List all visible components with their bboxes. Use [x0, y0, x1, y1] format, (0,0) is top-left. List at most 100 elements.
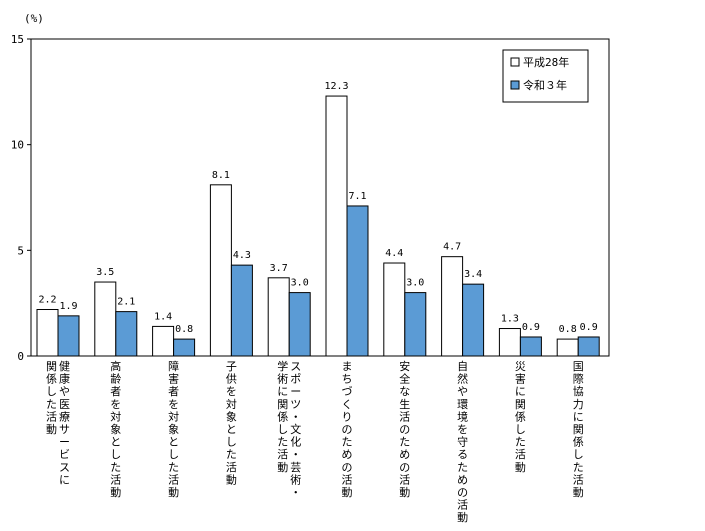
category-label-char: た: [399, 436, 410, 449]
category-label-char: 活: [573, 473, 584, 486]
category-label-char: し: [573, 448, 584, 461]
category-label-char: と: [226, 423, 237, 436]
category-label-char: 生: [399, 397, 410, 411]
value-label: 1.3: [501, 314, 519, 325]
category-label-char: 害: [168, 372, 179, 386]
category-label-char: 活: [342, 473, 353, 486]
category-label-char: 術: [290, 473, 301, 486]
legend-label: 平成28年: [523, 55, 569, 69]
category-label-char: し: [46, 385, 57, 398]
category-label-char: し: [168, 448, 179, 461]
category-label-char: 然: [457, 372, 468, 386]
bar: [115, 311, 138, 357]
x-axis-labels: 健康や医療サービスに関係した活動高齢者を対象とした活動障害者を対象とした活動子供…: [46, 359, 584, 524]
category-label-char: 守: [457, 435, 468, 449]
category-label-char: 安: [399, 359, 410, 373]
bar: [498, 328, 521, 357]
category-label-char: ー: [59, 436, 70, 449]
category-label-char: め: [457, 473, 468, 486]
category-label-char: を: [110, 398, 121, 411]
category-label-char: を: [226, 385, 237, 398]
category-label-char: た: [277, 436, 288, 449]
y-axis: 0 5 10 15: [11, 33, 31, 363]
value-label: 3.4: [464, 269, 482, 280]
category-label-char: 動: [457, 510, 468, 524]
bar: [288, 292, 311, 357]
category-label-char: 動: [110, 485, 121, 499]
category-label-char: サ: [59, 423, 70, 436]
category-label-char: 活: [46, 410, 57, 423]
bars: [36, 95, 600, 357]
category-label-char: ツ: [290, 398, 301, 411]
category-label-char: づ: [342, 385, 353, 398]
category-label-char: 係: [573, 436, 584, 449]
category-label-char: 活: [277, 448, 288, 461]
category-label-char: し: [226, 436, 237, 449]
category-label-char: 術: [277, 373, 288, 386]
category-label-char: 関: [46, 360, 57, 373]
category-label-char: 活: [457, 499, 468, 512]
category-label-char: た: [457, 461, 468, 474]
category-label-char: や: [59, 385, 70, 398]
value-label: 2.1: [117, 297, 135, 308]
category-label-char: 協: [573, 385, 584, 398]
category-label-char: 係: [515, 410, 526, 423]
value-label: 0.9: [580, 322, 598, 333]
category-label-char: 活: [168, 473, 179, 486]
plot-frame: [30, 38, 610, 357]
bar: [152, 325, 175, 357]
y-unit-label: (%): [24, 12, 44, 25]
bar: [94, 281, 117, 357]
category-label-char: 療: [59, 409, 70, 423]
category-label-char: 境: [457, 409, 468, 423]
category-label-char: 医: [59, 398, 70, 411]
category-label-char: 子: [226, 360, 237, 373]
category-label-char: た: [46, 398, 57, 411]
category-label-char: に: [515, 385, 526, 398]
category-label-char: 係: [46, 373, 57, 386]
category-label-char: ポ: [290, 373, 301, 386]
category-label-char: 係: [277, 410, 288, 423]
category-label-char: る: [457, 448, 468, 461]
category-label-char: し: [110, 448, 121, 461]
bar: [325, 95, 348, 357]
bar: [173, 338, 196, 357]
category-label-char: 象: [226, 410, 237, 423]
category-label-char: た: [226, 448, 237, 461]
bar: [209, 184, 232, 357]
category-label-char: 環: [457, 398, 468, 411]
category-label-char: し: [277, 423, 288, 436]
category-label-char: め: [399, 448, 410, 461]
category-label-char: の: [399, 423, 410, 436]
category-label-char: 動: [515, 460, 526, 474]
value-labels: 2.21.93.52.11.40.88.14.33.73.012.37.14.4…: [38, 81, 597, 335]
category-label-char: ・: [290, 486, 301, 499]
bar: [383, 262, 406, 357]
value-label: 1.4: [154, 311, 172, 322]
category-label-char: 康: [59, 372, 70, 386]
category-label-char: め: [342, 448, 353, 461]
category-label-char: ち: [342, 373, 353, 386]
category-label-char: た: [168, 461, 179, 474]
y-tick-label: 0: [17, 350, 24, 363]
category-label-char: 芸: [290, 461, 301, 474]
category-label-char: 活: [226, 461, 237, 474]
category-label-char: た: [110, 461, 121, 474]
value-label: 3.7: [270, 263, 288, 274]
category-label-char: 健: [59, 360, 70, 373]
category-label-char: と: [168, 436, 179, 449]
category-label-char: 動: [277, 460, 288, 474]
category-label-char: た: [573, 461, 584, 474]
category-label-char: 対: [110, 409, 121, 423]
category-label-char: を: [168, 398, 179, 411]
legend-swatch: [510, 57, 520, 67]
category-label-char: 齢: [110, 372, 121, 386]
bar: [441, 256, 464, 357]
category-label-char: 活: [399, 410, 410, 423]
category-label-char: 学: [277, 359, 288, 373]
bar: [57, 315, 80, 357]
category-label-char: な: [399, 385, 410, 398]
category-label-char: 象: [110, 423, 121, 436]
bar: [404, 292, 427, 357]
